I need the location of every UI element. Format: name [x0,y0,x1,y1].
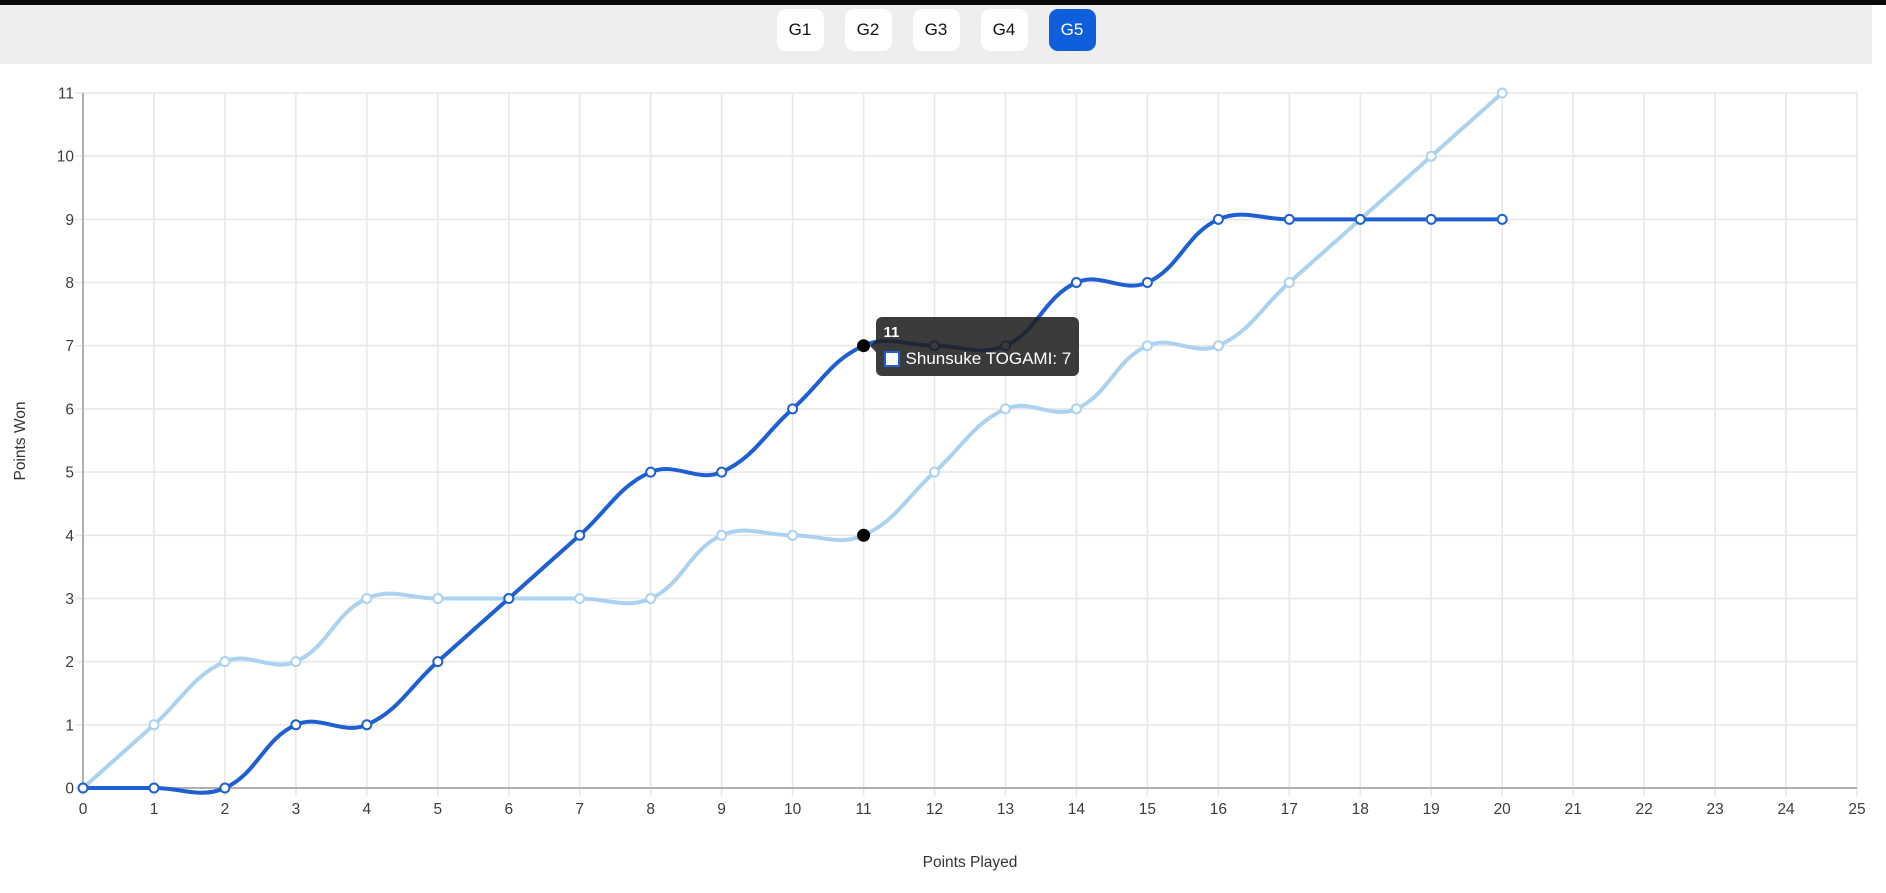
tooltip-entry: Shunsuke TOGAMI: 7 [883,348,1072,369]
series-0-point[interactable] [219,782,231,794]
series-1-point[interactable] [219,656,231,668]
series-0-point[interactable] [645,466,657,478]
series-1-point[interactable] [645,593,657,604]
series-1-point[interactable] [1212,340,1224,352]
x-tick-label: 2 [221,801,230,818]
series-1-point[interactable] [1283,277,1295,288]
tooltip-series-legend-box [883,350,900,367]
tooltip-title: 11 [883,323,900,341]
series-0-point[interactable] [574,529,586,541]
x-tick-label: 21 [1565,801,1582,818]
x-tick-label: 11 [856,801,872,818]
y-tick-label: 2 [65,654,74,671]
series-1-point[interactable] [1000,403,1011,415]
hover-point[interactable] [857,528,871,542]
tooltip-entry-text: Shunsuke TOGAMI: 7 [905,348,1072,368]
x-tick-label: 16 [1210,801,1227,818]
x-tick-label: 12 [926,801,943,818]
y-tick-label: 0 [65,781,74,798]
x-axis-title: Points Played [922,854,1018,871]
series-1-point[interactable] [716,529,728,541]
x-tick-label: 0 [79,801,88,818]
series-1-point[interactable] [361,593,373,604]
y-tick-label: 6 [65,401,74,418]
y-axis-title: Points Won [12,401,29,481]
series-0-line [81,212,1505,795]
series-0-point[interactable] [787,403,799,415]
chart-area: 0 1 2 3 4 5 6 7 8 9 10 11 12 13 14 15 16 17 18 19 20 21 22 23 24… [0,64,1886,893]
x-tick-label: 13 [997,801,1014,818]
series-0-point[interactable] [361,719,373,731]
x-tick-label: 4 [362,801,371,818]
series-1-point[interactable] [432,593,444,604]
series-0-point[interactable] [1283,213,1295,225]
chart-tooltip: 11 Shunsuke TOGAMI: 7 [875,316,1080,376]
x-tick-label: 18 [1352,801,1369,818]
tab-g3[interactable]: G3 [912,9,960,51]
x-tick-label: 25 [1848,801,1865,818]
x-tick-label: 8 [646,801,655,818]
y-tick-label: 9 [65,212,74,229]
game-tabs-header: G1 G2 G3 G4 G5 [0,5,1872,64]
tab-g2[interactable]: G2 [844,9,892,51]
x-tick-label: 19 [1423,801,1440,818]
series-0-point[interactable] [77,782,89,794]
top-black-bar [0,0,1886,5]
series-1-point[interactable] [787,529,799,541]
y-tick-label: 7 [65,338,74,355]
x-tick-label: 10 [784,801,802,818]
y-tick-label: 10 [57,149,75,166]
x-tick-label: 22 [1635,801,1652,818]
series-0-point[interactable] [432,656,444,668]
y-tick-label: 11 [58,86,74,103]
x-tick-label: 6 [504,801,513,818]
y-tick-label: 8 [65,275,74,292]
series-1-point[interactable] [1425,150,1437,162]
x-tick-label: 5 [433,801,442,818]
series-0-point[interactable] [1070,277,1082,288]
points-progression-chart[interactable]: 0 1 2 3 4 5 6 7 8 9 10 11 12 13 14 15 16 17 18 19 20 21 22 23 24… [0,64,1886,893]
x-tick-label: 23 [1706,801,1723,818]
x-tick-label: 9 [717,801,726,818]
series-1-point[interactable] [574,593,586,604]
series-0-point[interactable] [503,593,515,604]
y-tick-label: 4 [65,528,74,545]
series-1-point[interactable] [148,719,160,731]
x-tick-label: 3 [292,801,301,818]
x-tick-label: 15 [1139,801,1156,818]
x-tick-label: 7 [575,801,584,818]
series-0-point[interactable] [148,782,160,794]
series-1-point[interactable] [1141,340,1153,352]
tab-g5[interactable]: G5 [1048,9,1096,51]
series-1-point[interactable] [929,466,940,478]
x-tick-label: 17 [1281,801,1298,818]
y-tick-label: 5 [65,465,74,482]
y-tick-label: 3 [65,591,74,608]
series-0-point[interactable] [1496,213,1508,225]
x-tick-label: 1 [150,801,159,818]
tab-g4[interactable]: G4 [980,9,1028,51]
series-0-point[interactable] [1354,213,1366,225]
series-1-point[interactable] [290,656,302,668]
series-1-point[interactable] [1070,403,1082,415]
series-0-point[interactable] [290,719,302,731]
x-tick-label: 24 [1777,801,1795,818]
series-0-point[interactable] [1425,213,1437,225]
x-tick-label: 14 [1068,801,1086,818]
x-tick-label: 20 [1494,801,1512,818]
series-0-point[interactable] [1212,213,1224,225]
tab-g1[interactable]: G1 [776,9,824,51]
hover-point[interactable] [857,339,871,353]
series-1-point[interactable] [1496,87,1508,99]
y-tick-label: 1 [65,717,74,734]
series-0-point[interactable] [716,466,728,478]
series-0-point[interactable] [1141,277,1153,288]
game-tab-group: G1 G2 G3 G4 G5 [776,9,1096,51]
